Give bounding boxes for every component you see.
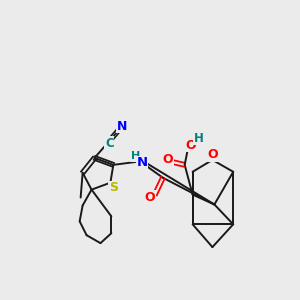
Text: O: O: [185, 139, 196, 152]
Text: C: C: [105, 136, 114, 150]
Text: N: N: [117, 120, 128, 133]
Text: N: N: [136, 156, 148, 170]
Text: O: O: [145, 191, 155, 204]
Text: O: O: [207, 148, 218, 161]
Text: S: S: [109, 181, 118, 194]
Text: H: H: [194, 132, 203, 145]
Text: H: H: [130, 151, 140, 161]
Text: O: O: [163, 153, 173, 167]
